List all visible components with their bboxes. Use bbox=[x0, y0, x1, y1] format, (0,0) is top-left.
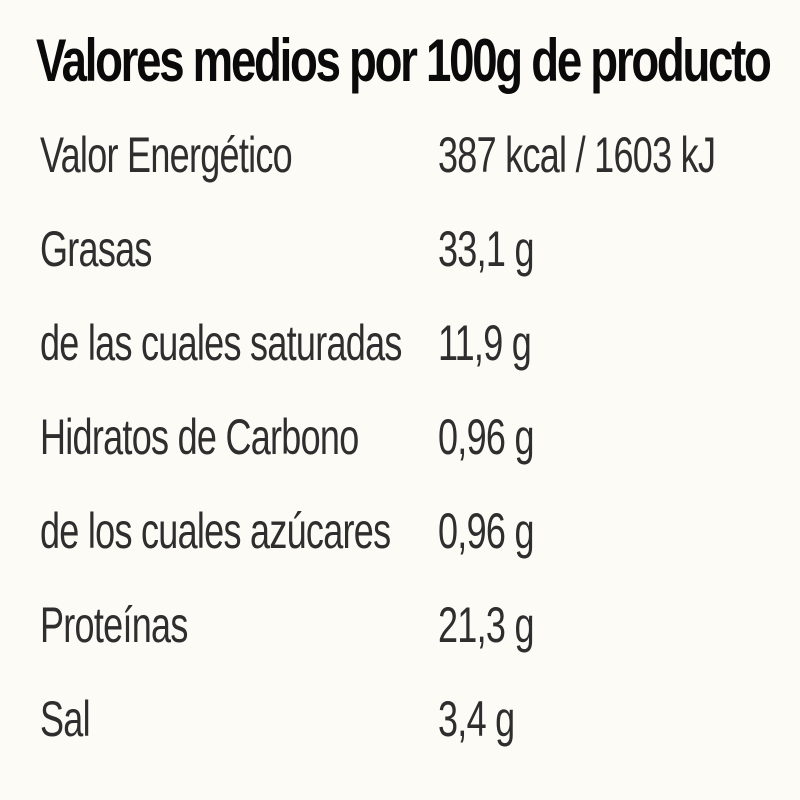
nutrition-row-carbohydrates: Hidratos de Carbono 0,96 g bbox=[40, 392, 780, 486]
nutrition-value: 21,3 g bbox=[438, 597, 534, 653]
nutrition-row-sugars: de los cuales azúcares 0,96 g bbox=[40, 486, 780, 580]
nutrition-value: 0,96 g bbox=[438, 409, 534, 465]
nutrition-label: Valor Energético bbox=[40, 127, 293, 183]
nutrition-value: 387 kcal / 1603 kJ bbox=[438, 127, 716, 183]
nutrition-value: 11,9 g bbox=[438, 315, 532, 371]
nutrition-label: Hidratos de Carbono bbox=[40, 409, 359, 465]
nutrition-table: Valor Energético 387 kcal / 1603 kJ Gras… bbox=[40, 110, 780, 768]
nutrition-row-saturated-fat: de las cuales saturadas 11,9 g bbox=[40, 298, 780, 392]
nutrition-row-salt: Sal 3,4 g bbox=[40, 674, 780, 768]
nutrition-label: Proteínas bbox=[40, 597, 188, 653]
nutrition-value: 0,96 g bbox=[438, 503, 534, 559]
nutrition-row-protein: Proteínas 21,3 g bbox=[40, 580, 780, 674]
nutrition-value: 3,4 g bbox=[438, 691, 515, 747]
nutrition-value: 33,1 g bbox=[438, 221, 534, 277]
nutrition-label: de los cuales azúcares bbox=[40, 503, 391, 559]
nutrition-title: Valores medios por 100g de producto bbox=[36, 27, 772, 94]
nutrition-row-fat: Grasas 33,1 g bbox=[40, 204, 780, 298]
nutrition-label: Sal bbox=[40, 691, 91, 747]
nutrition-row-energy: Valor Energético 387 kcal / 1603 kJ bbox=[40, 110, 780, 204]
nutrition-label: Grasas bbox=[40, 221, 152, 277]
nutrition-label: de las cuales saturadas bbox=[40, 315, 402, 371]
